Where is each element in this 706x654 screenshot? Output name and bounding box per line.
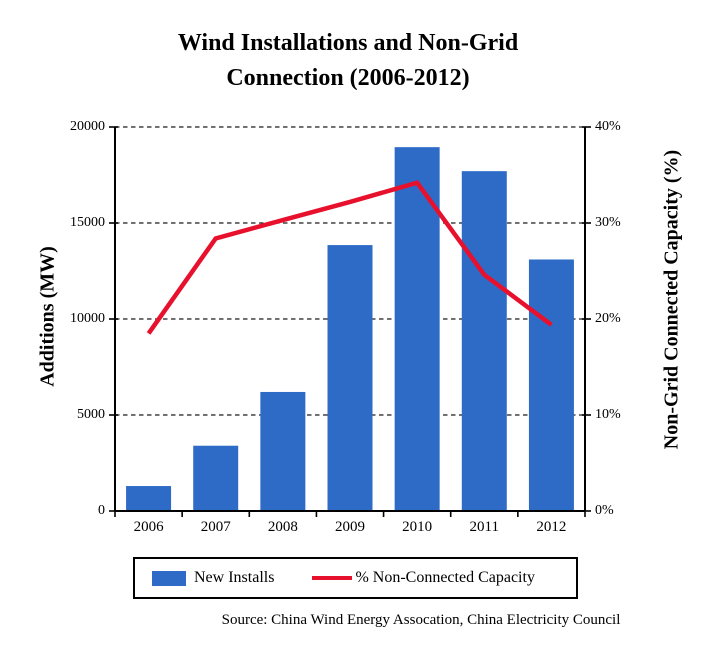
y-right-tick-label-30%: 30% — [595, 215, 621, 230]
chart-title-line2: Connection (2006-2012) — [226, 65, 470, 91]
chart-title-line1: Wind Installations and Non-Grid — [177, 30, 519, 56]
x-axis-label-2008: 2008 — [267, 519, 298, 535]
y-right-tick-label-40%: 40% — [595, 119, 621, 134]
trend-line — [146, 180, 553, 335]
y-right-tick-label-10%: 10% — [595, 407, 621, 422]
plot-area — [109, 126, 591, 517]
bar-series-legend-label: New Installs — [194, 569, 275, 586]
bar-2010 — [394, 147, 440, 511]
x-axis-label-2011: 2011 — [469, 519, 499, 535]
bar-2012 — [528, 259, 574, 511]
y-right-tick-label-0%: 0% — [595, 503, 614, 518]
bar-2006 — [126, 486, 172, 511]
y-left-tick-label-20000: 20000 — [70, 119, 105, 134]
x-axis-label-2009: 2009 — [335, 519, 365, 535]
y-left-tick-label-15000: 15000 — [70, 215, 105, 230]
line-series-legend-label: % Non-Connected Capacity — [355, 569, 535, 586]
chart-title: Wind Installations and Non-Grid Connecti… — [0, 26, 696, 96]
bar-series-swatch-icon — [152, 570, 186, 586]
x-axis-label-2006: 2006 — [133, 519, 164, 535]
x-axis-label-2007: 2007 — [200, 519, 231, 535]
y-left-tick-label-5000: 5000 — [77, 407, 105, 422]
chart-canvas — [109, 126, 591, 517]
x-axis-label-2012: 2012 — [536, 519, 567, 535]
bar-2009 — [327, 245, 373, 511]
y-left-tick-label-0: 0 — [98, 503, 105, 518]
line-series-swatch-icon — [312, 576, 353, 580]
right-axis-title: Non-Grid Connected Capacity (%) — [660, 149, 683, 450]
y-right-tick-label-20%: 20% — [595, 311, 621, 326]
source-text: Source: China Wind Energy Assocation, Ch… — [221, 612, 621, 628]
bar-2008 — [260, 391, 306, 511]
bar-2007 — [193, 445, 239, 511]
x-axis-label-2010: 2010 — [402, 519, 433, 535]
legend-box: New Installs % Non-Connected Capacity — [133, 557, 578, 599]
y-left-tick-label-10000: 10000 — [70, 311, 105, 326]
bar-2011 — [461, 171, 507, 511]
